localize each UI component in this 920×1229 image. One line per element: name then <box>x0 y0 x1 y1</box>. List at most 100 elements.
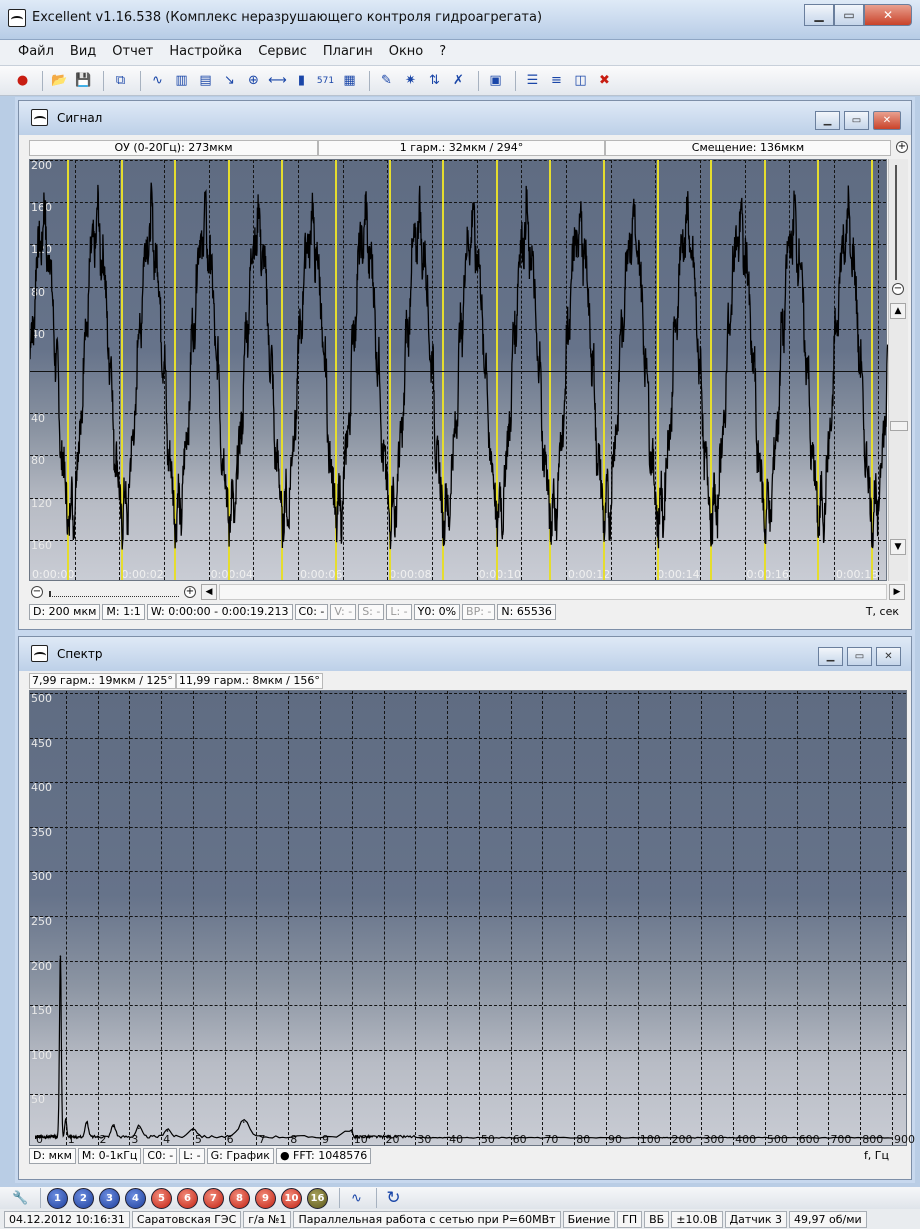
spectrum-y-tick-label: 300 <box>31 870 52 884</box>
channel-button-9[interactable]: 9 <box>255 1187 276 1209</box>
menu-bar: Файл Вид Отчет Настройка Сервис Плагин Окно? <box>0 40 920 66</box>
menu-item-3[interactable]: Настройка <box>169 43 243 59</box>
status-field-1: Саратовская ГЭС <box>131 1210 242 1228</box>
channel-button-16[interactable]: 16 <box>307 1187 328 1209</box>
toolbar-separator <box>140 70 141 91</box>
channel-button-10[interactable]: 10 <box>281 1187 302 1209</box>
spectrum-window-title-bar: Спектр ▁ ▭ ✕ <box>19 637 911 671</box>
channel-button-2[interactable]: 2 <box>73 1187 94 1209</box>
maximize-button[interactable]: ▭ <box>834 4 864 26</box>
signal-horizontal-controls: − + ◀ ▶ <box>29 583 907 601</box>
signal-vertical-scrollbar[interactable]: − ▲ ▼ <box>888 159 908 581</box>
timebase-icon[interactable]: ⟷ <box>268 73 287 88</box>
menu-item-6[interactable]: Окно <box>388 43 424 59</box>
save-icon[interactable]: 💾 <box>75 73 92 88</box>
signal-zoom-in-icon[interactable]: + <box>896 141 908 153</box>
signal-scroll-right-button[interactable]: ▶ <box>889 584 905 600</box>
settings-icon[interactable]: ✷ <box>405 73 416 88</box>
signal-x-zoom-in-icon[interactable]: + <box>184 586 196 598</box>
spectrum-x-tick-label: 900 <box>894 1133 915 1146</box>
close-all-icon[interactable]: ✖ <box>599 73 610 88</box>
table-icon[interactable]: ▦ <box>343 73 356 88</box>
menu-item-7[interactable]: ? <box>439 43 447 59</box>
signal-phase-marker <box>281 160 284 580</box>
channel-button-5[interactable]: 5 <box>151 1187 172 1209</box>
record-icon[interactable]: ● <box>16 73 29 88</box>
minimize-button[interactable]: ▁ <box>804 4 834 26</box>
signal-scroll-down-button[interactable]: ▼ <box>890 539 906 555</box>
menu-item-5[interactable]: Плагин <box>322 43 373 59</box>
signal-y-zoom-slider[interactable] <box>895 165 903 280</box>
number-icon[interactable]: 571 <box>316 75 335 86</box>
signal-scroll-left-button[interactable]: ◀ <box>201 584 217 600</box>
spectrum-close-button[interactable]: ✕ <box>876 647 901 666</box>
channel-button-3[interactable]: 3 <box>99 1187 120 1209</box>
signal-scroll-thumb[interactable] <box>890 421 908 431</box>
signal-x-tick-label: 0:00:14 <box>657 568 700 581</box>
spectrum-maximize-button[interactable]: ▭ <box>847 647 872 666</box>
sine-wave-icon[interactable]: ∿ <box>152 73 163 88</box>
spectrum-x-tick-label: 600 <box>798 1133 820 1146</box>
spectrum-peak-point <box>192 1129 194 1131</box>
spectrum-status-field-0: D: мкм <box>29 1148 76 1164</box>
tile-horizontal-icon[interactable]: ☰ <box>526 73 539 88</box>
spectrum-x-tick-label: 40 <box>449 1133 464 1146</box>
signal-y-tick-label: 40 <box>31 327 45 341</box>
copy-icon[interactable]: ⧉ <box>115 73 126 88</box>
spectrum-x-tick-label: 0 <box>36 1133 43 1146</box>
tile-rows-icon[interactable]: ≡ <box>551 73 562 88</box>
signal-close-button[interactable]: ✕ <box>873 111 901 130</box>
spectrum-vgrid-line <box>192 691 194 1145</box>
tools-icon[interactable]: ✎ <box>381 73 392 88</box>
spectrum-vgrid-line <box>733 691 735 1145</box>
tile-vertical-icon[interactable]: ◫ <box>574 73 587 88</box>
board-icon[interactable]: ▣ <box>489 73 502 88</box>
spectrum-vgrid-line <box>764 691 766 1145</box>
wrench-icon[interactable]: 🔧 <box>12 1190 29 1206</box>
signal-x-zoom-out-icon[interactable]: − <box>31 586 43 598</box>
channel-button-7[interactable]: 7 <box>203 1187 224 1209</box>
equalizer-icon[interactable]: ⇅ <box>429 73 440 88</box>
bar-spectrum-icon[interactable]: ▥ <box>175 73 188 88</box>
status-field-9: 49,97 об/ми <box>789 1210 867 1228</box>
signal-scroll-up-button[interactable]: ▲ <box>890 303 906 319</box>
spectrum-y-tick-label: 150 <box>31 1004 52 1018</box>
spectrum-minimize-button[interactable]: ▁ <box>818 647 843 666</box>
spectrum-x-tick-label: 7 <box>258 1133 266 1146</box>
signal-horizontal-scrollbar[interactable] <box>219 584 887 600</box>
spectrum-plot[interactable]: 500 450 400 350 300 250 200 150 100 50 0 1 2 3 4 5 6 7 8 9 1… <box>29 690 915 1146</box>
spectrum-x-tick-label: 300 <box>703 1133 725 1146</box>
cascade-spectrum-icon[interactable]: ▤ <box>199 73 212 88</box>
signal-maximize-button[interactable]: ▭ <box>844 111 869 130</box>
spectrum-vgrid-line <box>637 691 639 1145</box>
signal-y-zoom-out-icon[interactable]: − <box>892 283 904 295</box>
signal-x-zoom-slider[interactable] <box>49 591 179 597</box>
trend-icon[interactable]: ↘ <box>224 73 235 88</box>
menu-item-4[interactable]: Сервис <box>258 43 307 59</box>
spectrum-hgrid-line <box>30 1049 906 1051</box>
cursor-icon[interactable]: ✗ <box>453 73 464 88</box>
channel-button-4[interactable]: 4 <box>125 1187 146 1209</box>
menu-item-0[interactable]: Файл <box>18 43 54 59</box>
spectrum-vgrid-line <box>669 691 671 1145</box>
signal-minimize-button[interactable]: ▁ <box>815 111 840 130</box>
channel-button-1[interactable]: 1 <box>47 1187 68 1209</box>
menu-item-2[interactable]: Отчет <box>112 43 154 59</box>
histogram-icon[interactable]: ▮ <box>297 73 306 88</box>
spectrum-vgrid-line <box>224 691 226 1145</box>
close-button[interactable]: ✕ <box>864 4 912 26</box>
orbit-icon[interactable]: ⊕ <box>248 73 259 88</box>
signal-x-unit: T, сек <box>865 605 899 618</box>
menu-item-1[interactable]: Вид <box>69 43 97 59</box>
refresh-icon[interactable]: ↻ <box>386 1188 401 1208</box>
channel-button-6[interactable]: 6 <box>177 1187 198 1209</box>
signal-hgrid-line <box>30 455 886 457</box>
signal-vgrid-line <box>744 160 746 580</box>
spectrum-status-field-1: M: 0-1кГц <box>77 1148 142 1164</box>
signal-hgrid-line <box>30 202 886 204</box>
signal-mode-icon[interactable]: ∿ <box>351 1190 362 1206</box>
channel-button-8[interactable]: 8 <box>229 1187 250 1209</box>
signal-plot[interactable]: 200 160 120 80 40 40 80 120 160 0:00:00 0:00:02 0:0… <box>29 159 888 581</box>
spectrum-x-tick-label: 80 <box>576 1133 591 1146</box>
open-folder-icon[interactable]: 📂 <box>51 73 68 88</box>
